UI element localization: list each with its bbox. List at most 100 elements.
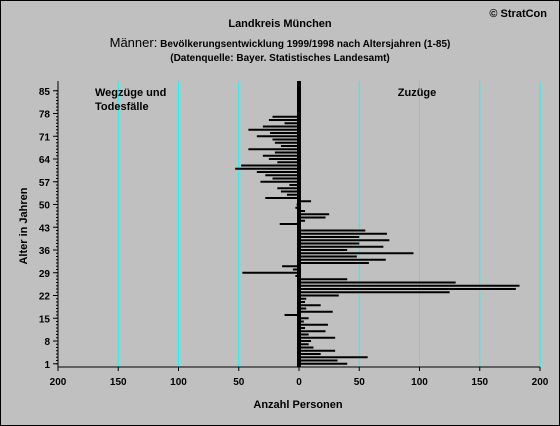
annotation-left-line2: Todesfälle (95, 101, 149, 113)
bar (299, 278, 348, 281)
bar (289, 184, 299, 186)
y-tick-label: 64 (39, 155, 51, 166)
bar (280, 145, 299, 147)
bar (299, 284, 520, 287)
bar (248, 148, 299, 151)
bar (299, 346, 314, 349)
bar (299, 359, 338, 362)
y-tick-label: 29 (39, 269, 51, 280)
bar (241, 164, 299, 167)
bar (299, 288, 516, 290)
bar (299, 336, 336, 339)
x-tick-label: 50 (354, 377, 366, 388)
y-tick-label: 78 (39, 110, 51, 121)
chart-title-line1: Landkreis München (228, 18, 332, 30)
y-tick-label: 85 (39, 87, 51, 98)
bar (299, 317, 309, 320)
bar (299, 297, 307, 300)
bar (262, 154, 299, 157)
bar (299, 219, 306, 222)
bar (299, 323, 328, 326)
bar (299, 213, 330, 216)
y-tick-label: 71 (39, 132, 51, 143)
bar (299, 310, 333, 313)
bar (235, 167, 299, 170)
bar (268, 119, 299, 121)
gridlines (117, 81, 541, 367)
bar (248, 128, 299, 131)
bar (299, 262, 369, 264)
bar (242, 271, 299, 274)
y-tick-label: 36 (39, 246, 51, 257)
bar (299, 255, 357, 258)
bar (272, 138, 299, 141)
bar (299, 307, 307, 310)
y-tick-label: 22 (39, 292, 51, 303)
annotation-right: Zuzüge (398, 87, 437, 99)
x-tick-label: 0 (296, 377, 302, 388)
bar (279, 223, 299, 225)
bar (272, 177, 299, 180)
bar (260, 180, 299, 183)
bar (299, 349, 336, 352)
y-tick-label: 1 (44, 360, 50, 371)
bar (299, 333, 309, 336)
chart-title-line2: Männer: Bevölkerungsentwicklung 1999/199… (110, 35, 451, 50)
bar (299, 252, 414, 255)
y-tick-label: 57 (39, 178, 51, 189)
bar (299, 356, 368, 359)
x-axis-label: Anzahl Personen (253, 399, 343, 411)
y-tick-label: 50 (39, 201, 51, 212)
zero-axis (297, 81, 301, 367)
bar (299, 330, 326, 333)
bar (299, 232, 387, 235)
bar (292, 268, 299, 271)
bar (299, 294, 339, 297)
annotation-left-line1: Wegzüge und (95, 87, 166, 99)
bar (262, 125, 299, 128)
bar (274, 141, 299, 144)
chart-title-prefix: Männer: (110, 35, 158, 50)
bar (299, 242, 360, 245)
bar (270, 132, 299, 134)
bar (299, 210, 306, 212)
bar (299, 200, 312, 203)
y-ticks: 1 8 15 22 29 36 43 50 57 64 71 78 85 (39, 87, 58, 371)
y-axis-label: Alter in Jahren (18, 187, 30, 264)
bar (299, 327, 306, 329)
bar (299, 304, 321, 307)
bar (256, 171, 299, 173)
chart-title-main: Bevölkerungsentwicklung 1999/1998 nach A… (157, 39, 450, 50)
x-tick-label: 150 (471, 377, 488, 388)
bar (299, 249, 348, 251)
bar (284, 314, 299, 316)
bar (299, 216, 326, 219)
copyright-label: © StratCon (489, 8, 547, 20)
chart-title-line3: (Datenquelle: Bayer. Statistisches Lande… (170, 53, 390, 64)
bar (282, 265, 299, 268)
bar (299, 236, 360, 238)
bar (286, 193, 299, 196)
y-tick-label: 8 (44, 337, 50, 348)
bar (299, 301, 306, 303)
bar (299, 245, 384, 248)
bar (265, 197, 299, 199)
x-ticks: 200 150 100 50 0 50 100 150 200 (50, 367, 549, 388)
bar (284, 122, 299, 125)
bar (299, 343, 309, 346)
bar (268, 158, 299, 160)
bar (299, 291, 450, 294)
bar (272, 115, 299, 118)
bar (299, 320, 304, 323)
y-tick-label: 43 (39, 223, 51, 234)
x-tick-label: 100 (411, 377, 428, 388)
bar (274, 151, 299, 154)
bar (277, 161, 299, 164)
bar (299, 340, 312, 342)
bar (280, 190, 299, 193)
y-tick-label: 15 (39, 314, 51, 325)
bar (299, 362, 348, 365)
bar (256, 135, 299, 138)
